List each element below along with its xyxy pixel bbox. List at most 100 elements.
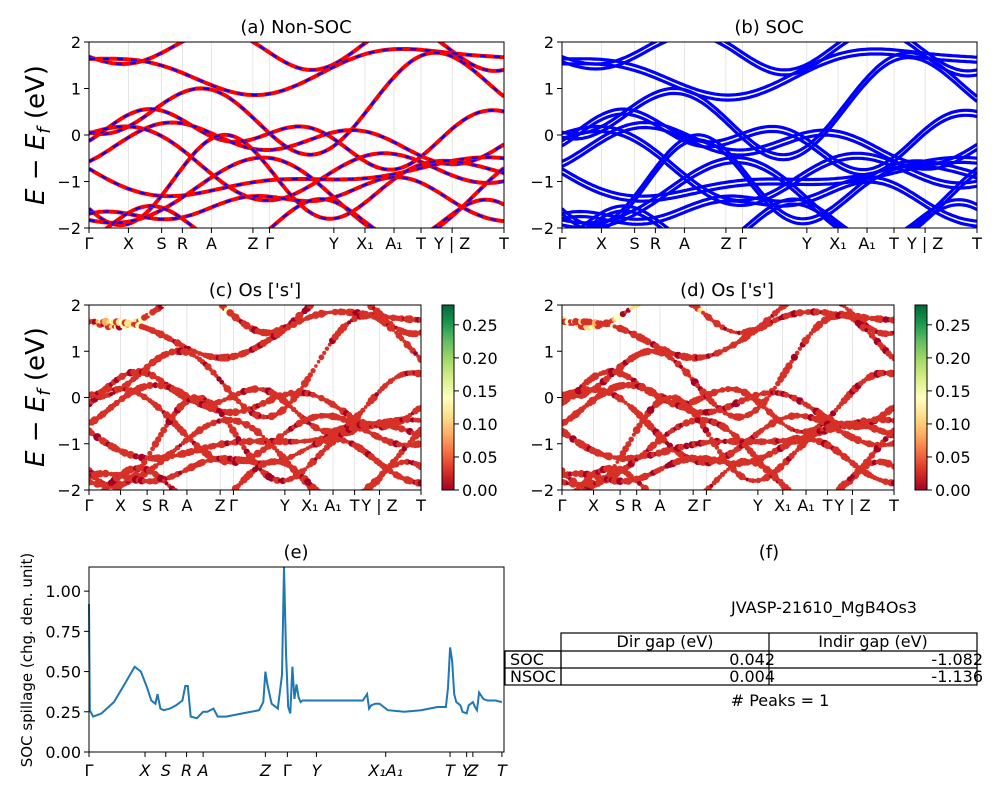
projected-point [682, 505, 686, 509]
projected-point [782, 305, 790, 308]
y-tick-label: −2 [57, 219, 81, 238]
projected-point [147, 450, 153, 456]
x-tick-label: Z [247, 234, 258, 253]
table-row-nsoc-label: NSOC [510, 667, 556, 686]
projected-point [185, 291, 192, 298]
x-tick-label: T [888, 496, 899, 515]
projected-point [178, 443, 183, 448]
x-tick-label: Z [688, 496, 699, 515]
projected-point [791, 293, 798, 300]
panel-bands [89, 286, 421, 510]
projected-point [632, 460, 636, 464]
projected-point [225, 460, 230, 465]
y-tick-label: −2 [530, 219, 554, 238]
projected-point [343, 287, 350, 294]
projected-point [152, 382, 159, 389]
projected-point [792, 492, 796, 496]
x-tick-label: X [123, 234, 134, 253]
band-line-split [562, 161, 977, 228]
band-line-split [562, 129, 977, 207]
projected-point [307, 372, 313, 378]
projected-point [374, 392, 380, 397]
projected-point [321, 292, 327, 298]
projected-point [830, 294, 836, 300]
projected-point [817, 499, 822, 504]
x-tick-label: A [206, 234, 217, 253]
projected-point [181, 293, 185, 297]
projected-point [312, 297, 320, 305]
colorbar-tick-label: 0.15 [462, 382, 498, 401]
x-tick-label: S [615, 496, 625, 515]
projected-point [235, 436, 242, 442]
projected-point [833, 407, 839, 413]
x-tick-label: Y [462, 761, 473, 780]
projected-point [325, 292, 329, 296]
x-tick-label: X [588, 496, 599, 515]
projected-point [255, 387, 260, 391]
projected-point [725, 427, 731, 433]
colorbar-tick-label: 0.25 [935, 316, 971, 335]
projected-point [669, 291, 676, 298]
projected-point [158, 431, 164, 438]
projected-point [169, 296, 176, 303]
colorbar-tick-label: 0.20 [935, 349, 971, 368]
projected-point [346, 288, 353, 295]
projected-point [785, 362, 793, 370]
x-tick-label: T [498, 234, 509, 253]
projected-point [347, 320, 352, 325]
projected-point [891, 404, 894, 409]
projected-point [183, 292, 189, 298]
colorbar-tick-label: 0.10 [935, 415, 971, 434]
projected-point [731, 330, 736, 334]
projected-point [641, 484, 649, 490]
y-tick-label: 0.25 [45, 703, 81, 722]
projected-point [794, 350, 800, 356]
x-tick-label: Z [466, 761, 479, 780]
x-tick-label: X₁A₁ [367, 761, 403, 780]
x-tick-label: T [888, 234, 899, 253]
projected-point [418, 317, 421, 323]
x-tick-label: S [157, 234, 167, 253]
projected-point [817, 498, 823, 504]
x-tick-label: Y [752, 496, 763, 515]
band-line [577, 197, 977, 228]
projected-point [101, 469, 110, 478]
y-tick-label: 0.75 [45, 622, 81, 641]
x-tick-label: S [630, 234, 640, 253]
y-tick-label: 0.50 [45, 663, 81, 682]
projected-point [418, 440, 421, 446]
projected-point [354, 292, 361, 299]
projected-point [631, 432, 637, 437]
band-line-dashed [89, 51, 504, 156]
projected-point [417, 426, 421, 434]
panel-a-title: (a) Non-SOC [240, 17, 351, 38]
projected-point [171, 487, 179, 490]
projected-point [800, 289, 806, 295]
projected-point [667, 291, 673, 297]
x-tick-label: Y [328, 234, 339, 253]
x-tick-label: R [650, 234, 661, 253]
y-tick-label: −2 [57, 481, 81, 500]
projected-point [337, 286, 345, 294]
projected-point [332, 287, 338, 293]
band-line [562, 107, 977, 172]
projected-point [159, 407, 163, 412]
x-tick-label: T [497, 761, 508, 780]
band-line-dashed [89, 42, 504, 72]
band-line [562, 42, 977, 73]
axes-frame [88, 566, 505, 753]
table-header-indir-gap: Indir gap (eV) [818, 632, 928, 651]
projected-point [193, 503, 200, 510]
projected-point [362, 298, 369, 305]
projected-point [668, 399, 672, 404]
projected-point [306, 305, 314, 310]
projected-point [570, 490, 577, 497]
projected-point [709, 483, 714, 488]
x-tick-label: Y [279, 496, 290, 515]
projected-point [330, 289, 335, 294]
projected-point [816, 287, 823, 294]
x-tick-label: T [349, 496, 360, 515]
table-row-soc-label: SOC [510, 650, 544, 669]
x-tick-label: Y | Z [360, 496, 397, 515]
